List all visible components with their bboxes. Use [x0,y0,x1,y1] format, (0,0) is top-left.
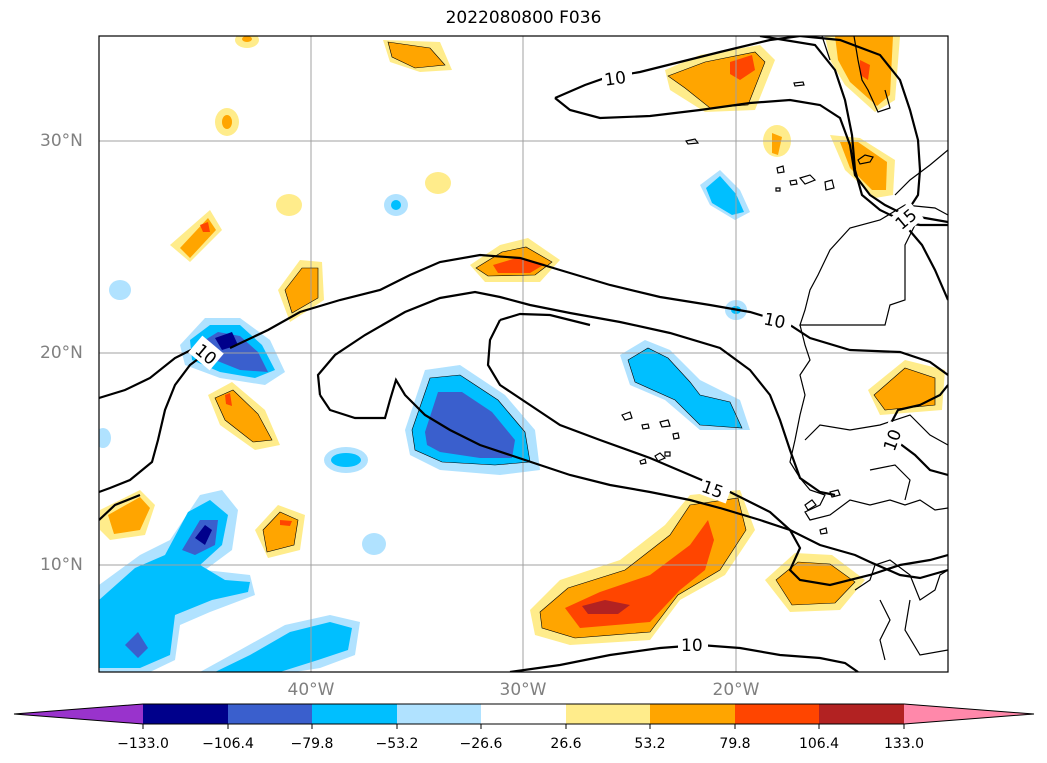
colorbar-tick-label: −79.8 [290,736,334,752]
colorbar-tick-label: 133.0 [883,736,925,752]
map-title: 2022080800 F036 [445,8,602,28]
colorbar-tick-label: 79.8 [719,736,751,752]
colorbar-tick-label: 53.2 [634,736,666,752]
shade-very-high-negative [195,332,238,545]
colorbar-ticks [142,724,905,729]
colorbar-bin [819,704,904,724]
colorbar-bin [228,704,312,724]
colorbar-tick-label: 106.4 [798,736,840,752]
lat-label: 20°N [40,343,83,363]
contour-label: 10 [681,636,703,656]
graticule [99,36,948,672]
shade-outlines [214,41,936,639]
colorbar-bin [397,704,481,724]
lat-label: 10°N [40,555,83,575]
shade-very-high-positive [582,600,630,614]
plot-frame [98,35,949,673]
colorbar-bin [143,704,228,724]
colorbar-extend-low [14,704,143,724]
contour-label: 10 [762,309,787,333]
colorbar-tick-label: −26.6 [459,736,503,752]
colorbar-tick-label: −106.4 [202,736,254,752]
lon-label: 30°W [499,680,547,700]
colorbar-bin [650,704,735,724]
colorbar-tick-label: 26.6 [550,736,582,752]
contour-label: 10 [603,68,627,91]
colorbar-tick-label: −133.0 [117,736,169,752]
colorbar-bin [312,704,397,724]
lon-label: 20°W [712,680,760,700]
colorbar-bin [481,704,566,724]
colorbar-tick-label: −53.2 [375,736,419,752]
colorbar-bin [566,704,650,724]
coastlines [621,36,948,661]
colorbar-extend-high [904,704,1034,724]
shaded-field [99,36,945,672]
colorbar-bin [735,704,819,724]
lat-label: 30°N [40,131,83,151]
colorbar [13,703,1035,729]
lon-label: 40°W [287,680,335,700]
